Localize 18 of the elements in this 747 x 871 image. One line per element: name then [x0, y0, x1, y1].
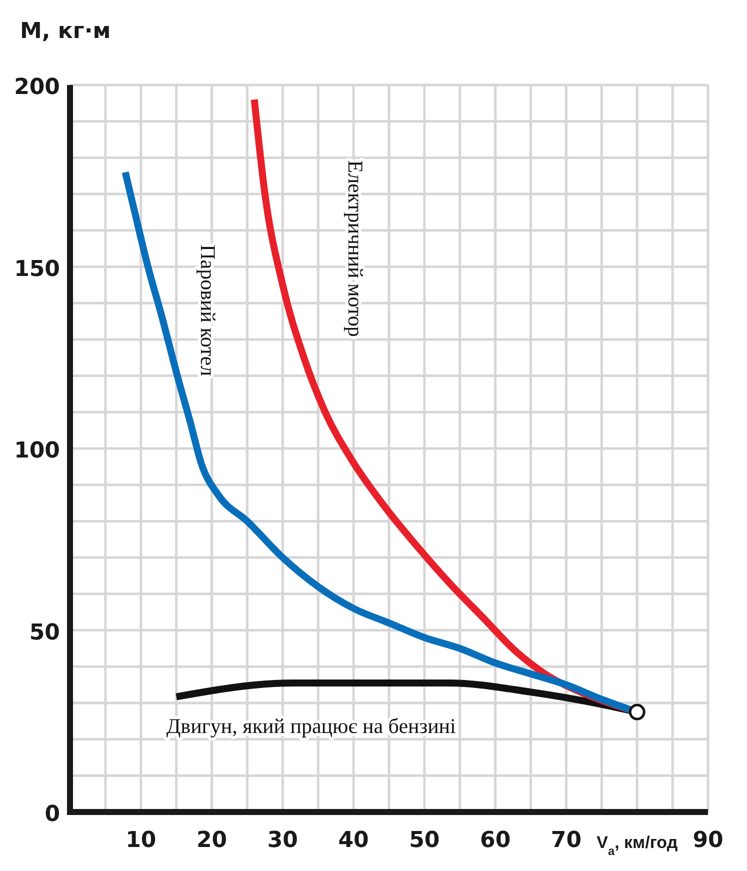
- y-tick-label: 200: [14, 75, 60, 100]
- x-tick-label: 40: [338, 828, 369, 853]
- y-tick-label: 150: [14, 256, 60, 282]
- series-label: Двигун, який працює на бензині: [166, 714, 456, 738]
- text: Електричний мотор: [344, 160, 368, 337]
- x-tick-label: 20: [196, 828, 228, 853]
- x-tick-label: 90: [692, 828, 724, 853]
- y-tick-label: 50: [29, 620, 60, 646]
- x-tick-label: 10: [126, 828, 156, 853]
- x-tick-label: 70: [550, 828, 582, 853]
- x-axis-title: V$_{a}$, км/год: [596, 833, 678, 858]
- x-tick-label: 50: [409, 828, 440, 853]
- y-tick-label: 0: [44, 802, 60, 827]
- text: Паровий котел: [196, 244, 220, 376]
- y-tick-label: 100: [14, 438, 60, 464]
- x-tick-label: 60: [480, 828, 511, 853]
- y-axis-title: M, кг·м: [20, 19, 111, 44]
- x-tick-label: 30: [267, 828, 298, 853]
